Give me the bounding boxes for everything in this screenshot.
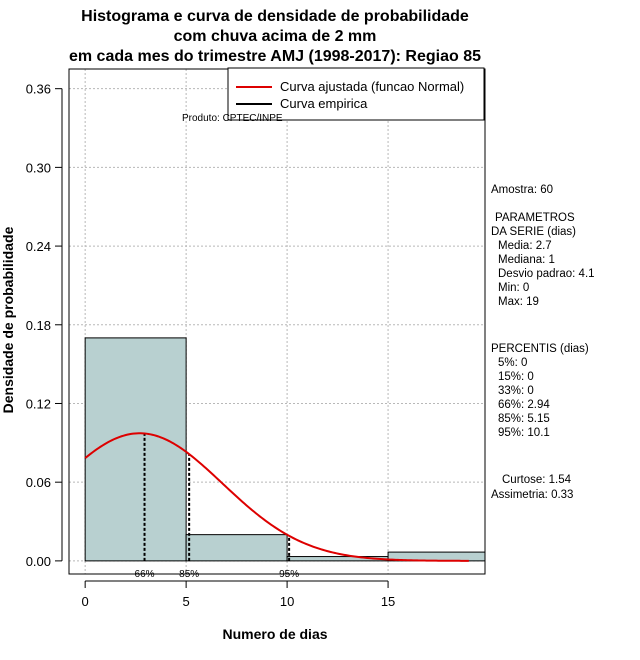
- legend: Curva ajustada (funcao Normal) Curva emp…: [227, 67, 485, 121]
- params-title-2: DA SERIE (dias): [491, 226, 576, 238]
- percentil-15: 15%: 0: [498, 371, 534, 383]
- histogram-bars: [84, 337, 486, 562]
- x-tick-label-0: 0: [82, 594, 89, 609]
- producer-note: Produto: CPTEC/INPE: [182, 113, 283, 124]
- x-axis: 0 5 10 15: [82, 580, 395, 609]
- legend-box: [227, 67, 485, 121]
- y-axis-title: Densidade de probabilidade: [0, 226, 16, 413]
- percentil-95: 95%: 10.1: [498, 427, 550, 439]
- param-min: Min: 0: [498, 282, 529, 294]
- x-tick-label-1: 5: [183, 594, 190, 609]
- param-desvio: Desvio padrao: 4.1: [498, 268, 595, 280]
- param-max: Max: 19: [498, 296, 539, 308]
- chart-title-line-2: com chuva acima de 2 mm: [174, 28, 377, 45]
- stat-assimetria: Assimetria: 0.33: [491, 489, 573, 501]
- y-tick-label-4: 0.24: [26, 239, 51, 254]
- stat-amostra: Amostra: 60: [491, 184, 553, 196]
- legend-label-fitted: Curva ajustada (funcao Normal): [280, 79, 464, 94]
- chart-title-line-3: em cada mes do trimestre AMJ (1998-2017)…: [69, 48, 481, 65]
- legend-label-empirical: Curva empirica: [280, 96, 368, 111]
- y-tick-label-6: 0.36: [26, 82, 51, 97]
- percentil-33: 33%: 0: [498, 385, 534, 397]
- y-tick-label-0: 0.00: [26, 554, 51, 569]
- y-tick-label-5: 0.30: [26, 160, 51, 175]
- params-title-1: PARAMETROS: [495, 212, 575, 224]
- curves: [84, 432, 469, 562]
- y-axis: 0.00 0.06 0.12 0.18 0.24 0.30 0.36: [26, 82, 63, 569]
- histogram-bar-1: [185, 534, 288, 562]
- percentil-66: 66%: 2.94: [498, 399, 550, 411]
- histogram-bar-0: [84, 337, 187, 562]
- normal-fit-curve: [84, 432, 469, 562]
- stats-panel: Amostra: 60 PARAMETROS DA SERIE (dias) M…: [491, 184, 595, 501]
- y-tick-label-1: 0.06: [26, 475, 51, 490]
- x-tick-label-3: 15: [381, 594, 395, 609]
- param-mediana: Mediana: 1: [498, 254, 555, 266]
- percentis-title: PERCENTIS (dias): [491, 343, 589, 355]
- chart-title-line-1: Histograma e curva de densidade de proba…: [81, 8, 469, 25]
- y-tick-label-2: 0.12: [26, 396, 51, 411]
- param-media: Media: 2.7: [498, 240, 552, 252]
- x-tick-label-2: 10: [280, 594, 294, 609]
- y-tick-label-3: 0.18: [26, 318, 51, 333]
- x-axis-title: Numero de dias: [222, 626, 327, 642]
- stat-curtose: Curtose: 1.54: [502, 474, 572, 486]
- percentil-85: 85%: 5.15: [498, 413, 550, 425]
- percentil-5: 5%: 0: [498, 357, 527, 369]
